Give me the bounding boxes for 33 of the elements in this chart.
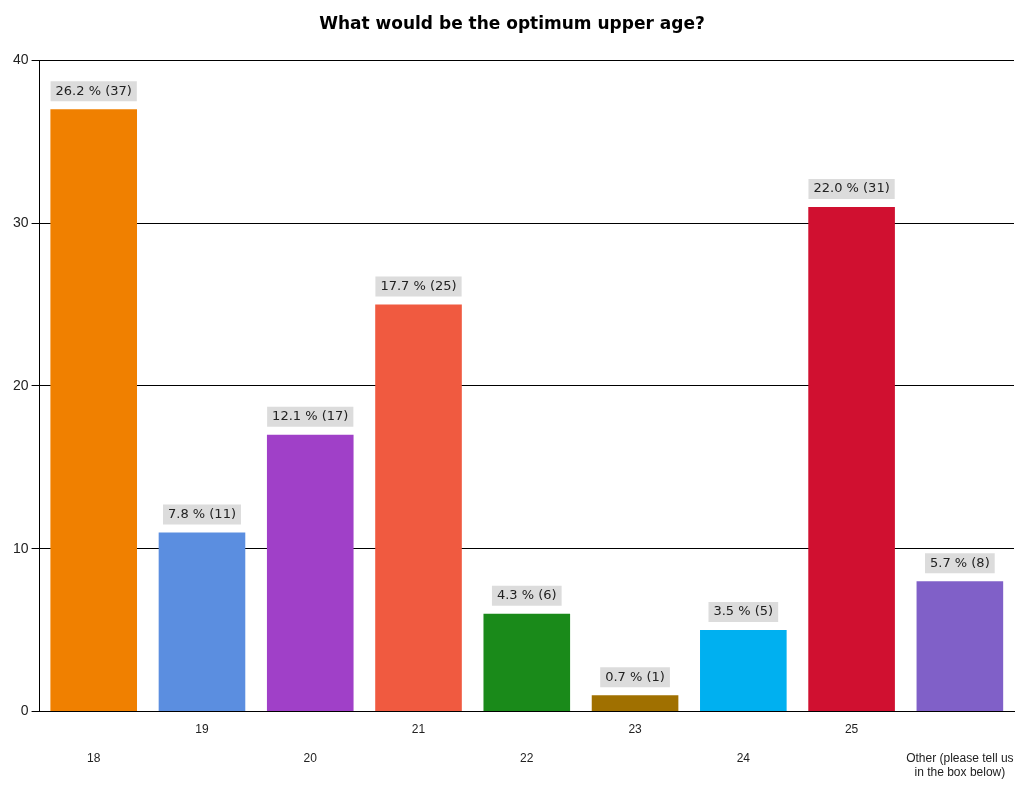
x-tick-label: 22 <box>520 750 534 765</box>
data-label: 7.8 % (11) <box>167 505 236 521</box>
data-label: 0.7 % (1) <box>605 668 665 684</box>
y-tick-label: 10 <box>12 539 29 556</box>
x-tick-label: 24 <box>736 750 751 765</box>
data-label: 3.5 % (5) <box>713 603 774 619</box>
data-label: 12.1 % (17) <box>272 408 349 424</box>
x-tick-label: 21 <box>411 721 426 736</box>
bar <box>916 581 1004 711</box>
bar <box>483 613 571 711</box>
bar <box>375 304 462 711</box>
data-label: 26.2 % (37) <box>55 82 132 98</box>
data-label: 4.3 % (6) <box>496 587 557 603</box>
bar <box>591 695 679 711</box>
bar <box>700 630 787 711</box>
data-label: 5.7 % (8) <box>930 554 990 570</box>
bar <box>158 532 246 711</box>
x-tick-label: Other (please tell us in the box below) <box>906 750 1014 780</box>
y-tick-label: 20 <box>12 376 29 393</box>
x-tick-label: 23 <box>628 721 643 736</box>
bar <box>808 206 895 711</box>
data-label: 22.0 % (31) <box>813 180 890 196</box>
chart-title: What would be the optimum upper age? <box>319 12 705 33</box>
x-tick-label: 20 <box>303 750 318 765</box>
y-tick-label: 40 <box>12 51 29 68</box>
bar <box>50 109 138 711</box>
x-tick-label: 18 <box>87 750 101 765</box>
y-tick-label: 0 <box>20 702 29 719</box>
bar <box>266 434 354 711</box>
x-tick-label: 25 <box>844 721 859 736</box>
x-tick-label: 19 <box>195 721 209 736</box>
y-tick-label: 30 <box>12 214 29 231</box>
data-label: 17.7 % (25) <box>380 277 457 293</box>
